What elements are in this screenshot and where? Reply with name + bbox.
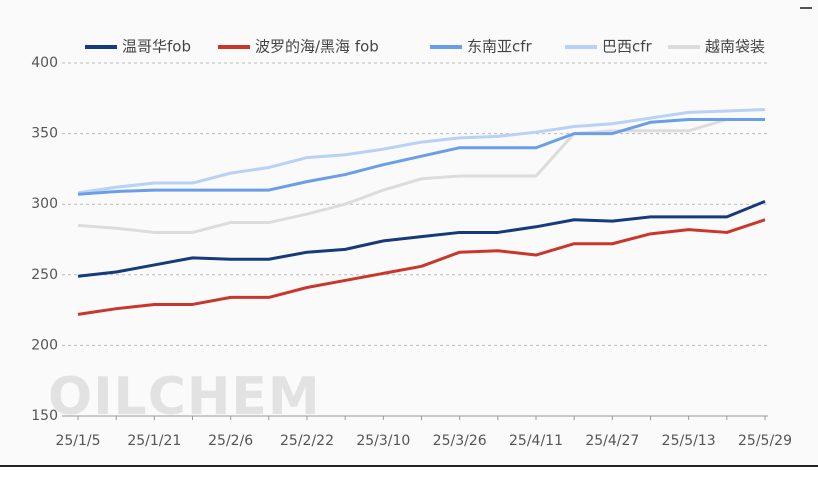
x-tick-label: 25/3/10 bbox=[356, 433, 410, 449]
x-tick-label: 25/5/13 bbox=[662, 433, 716, 449]
x-tick-label: 25/3/26 bbox=[433, 433, 487, 449]
y-tick-label: 250 bbox=[31, 267, 58, 283]
series-line bbox=[77, 117, 765, 196]
series-line bbox=[77, 199, 766, 278]
y-tick-label: 350 bbox=[31, 126, 58, 142]
x-tick-label: 25/1/5 bbox=[55, 433, 100, 449]
legend: 温哥华fob 波罗的海/黑海 fob 东南亚cfr 巴西cfr 越南袋装 bbox=[85, 38, 765, 56]
x-tick-label: 25/5/29 bbox=[738, 433, 792, 449]
x-tick-label: 25/2/6 bbox=[208, 433, 253, 449]
y-tick-label: 200 bbox=[31, 337, 58, 353]
y-tick-label: 150 bbox=[31, 408, 58, 424]
legend-label: 温哥华fob bbox=[122, 38, 191, 56]
y-tick-label: 400 bbox=[31, 55, 58, 71]
watermark: OILCHEM bbox=[48, 367, 321, 427]
legend-label: 巴西cfr bbox=[602, 38, 653, 56]
series-line bbox=[77, 108, 766, 195]
x-tick-label: 25/4/27 bbox=[585, 433, 639, 449]
series-line bbox=[77, 117, 765, 234]
y-tick-label: 300 bbox=[31, 196, 58, 212]
x-tick-label: 25/4/11 bbox=[509, 433, 563, 449]
plot-background bbox=[0, 0, 818, 466]
legend-label: 东南亚cfr bbox=[467, 38, 533, 56]
legend-label: 波罗的海/黑海 fob bbox=[255, 38, 379, 56]
legend-label: 越南袋装 bbox=[705, 38, 765, 56]
series-line bbox=[77, 218, 766, 316]
x-tick-label: 25/2/22 bbox=[280, 433, 334, 449]
x-tick-label: 25/1/21 bbox=[127, 433, 181, 449]
